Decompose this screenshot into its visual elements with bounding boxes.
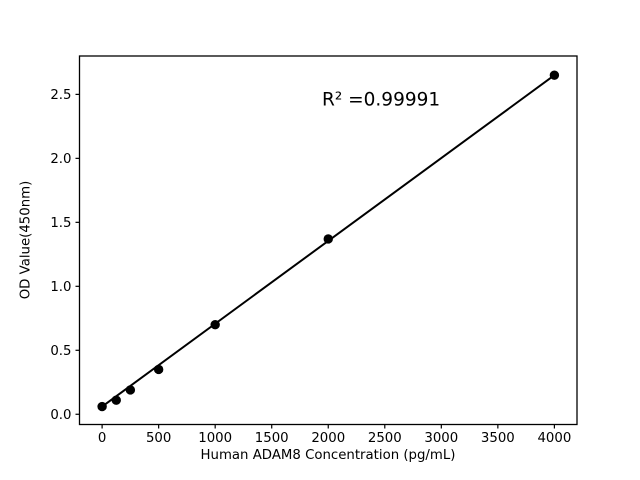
x-tick-label: 0 [98,431,106,446]
data-point [125,385,136,395]
data-point [111,395,121,405]
data-point [210,319,220,330]
y-axis-label: OD Value(450nm) [18,180,34,300]
x-tick-label: 2500 [368,431,402,446]
x-tick-label: 3500 [481,431,515,446]
y-tick-label: 1.5 [50,216,71,231]
r-squared-annotation: R² =0.99991 [322,89,441,111]
y-tick-label: 2.0 [50,152,71,167]
y-tick-label: 1.0 [50,280,71,295]
x-axis-label: Human ADAM8 Concentration (pg/mL) [200,448,456,463]
x-tick-label: 1000 [198,431,232,446]
x-tick-label: 1500 [255,431,289,446]
x-tick-label: 2000 [311,431,345,446]
x-tick-label: 500 [146,431,171,446]
data-point [549,70,560,80]
x-tick-label: 3000 [424,431,458,446]
data-point [97,401,107,412]
data-point [323,234,333,244]
y-tick-label: 0.5 [50,344,71,359]
data-point [153,364,164,375]
y-tick-label: 2.5 [50,88,71,103]
y-tick-label: 0.0 [50,408,71,423]
x-tick-label: 4000 [537,431,571,446]
